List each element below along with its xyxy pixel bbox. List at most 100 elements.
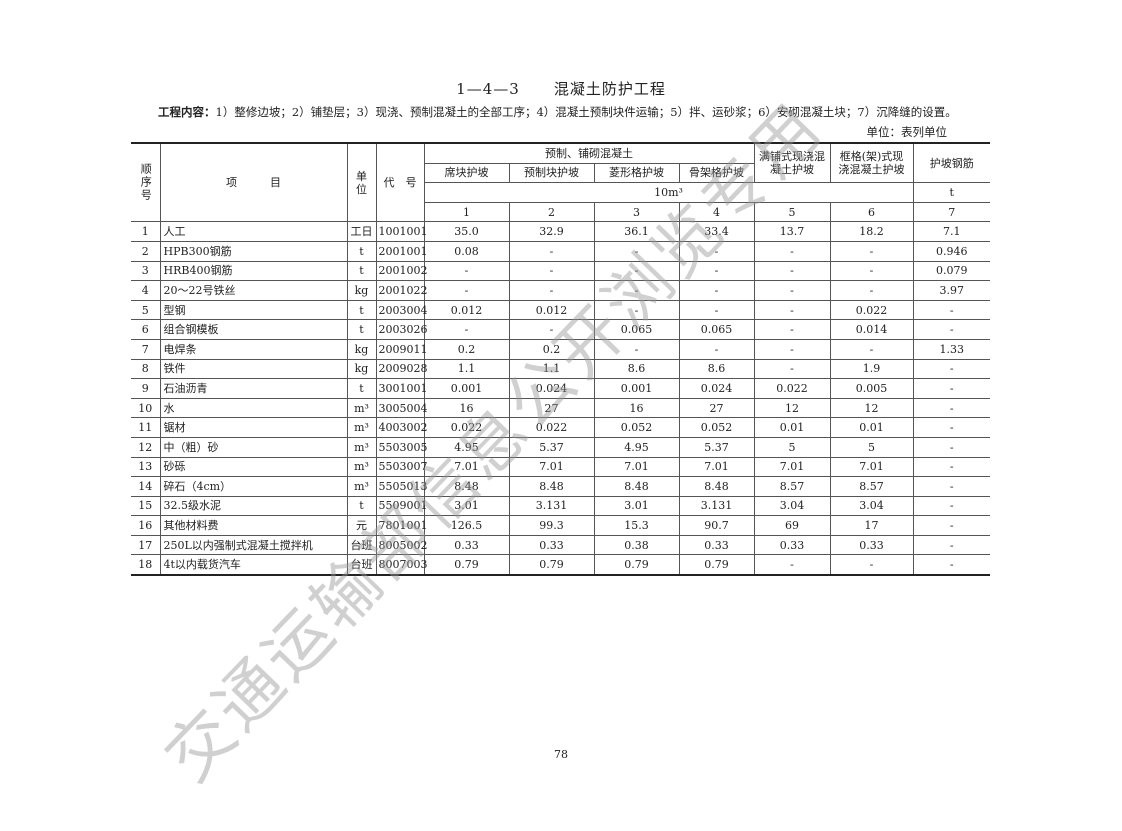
column-number: 4: [678, 201, 755, 223]
column-number: 2: [508, 201, 595, 223]
row-code: 5509001: [375, 495, 428, 517]
row-seq: 7: [131, 338, 161, 360]
row-value-col-7: -: [912, 378, 990, 399]
table-row: 6 组合钢模板 t 2003026- -0.065 0.065-0.014-: [131, 319, 990, 340]
row-value-col-1: 0.08: [423, 240, 510, 262]
row-value-col-3: 0.001: [593, 378, 680, 399]
row-value-col-3: -: [593, 260, 680, 282]
row-unit: t: [346, 299, 377, 321]
row-seq: 18: [131, 554, 161, 576]
row-value-col-5: 12: [753, 397, 831, 419]
row-value-col-2: 32.9: [508, 221, 595, 242]
table-row: 10 水 m³ 3005004 16 27 16 27 12 12-: [131, 397, 990, 419]
work-content-label: 工程内容：: [158, 105, 216, 119]
row-value-col-6: -: [829, 280, 914, 301]
row-seq: 1: [131, 221, 161, 242]
row-value-col-5: -: [753, 319, 831, 340]
table-row: 7 电焊条 kg 2009011 0.2 0.2- - - -1.33: [131, 338, 990, 360]
row-item: 组合钢模板: [159, 319, 348, 340]
column-number: 3: [593, 201, 680, 223]
row-value-col-1: -: [423, 319, 510, 340]
row-value-col-2: 0.33: [508, 534, 595, 556]
row-value-col-7: -: [912, 397, 990, 419]
column-number: 5: [753, 201, 831, 223]
row-code: 2001001: [375, 240, 428, 262]
row-value-col-4: 90.7: [678, 515, 755, 536]
row-value-col-6: 1.9: [829, 358, 914, 380]
row-value-col-2: -: [508, 319, 595, 340]
row-value-col-4: 0.065: [678, 319, 755, 340]
row-code: 3005004: [375, 397, 428, 419]
row-value-col-4: -: [678, 280, 755, 301]
row-value-col-2: 3.131: [508, 495, 595, 517]
header-col-1: 席块护坡: [424, 162, 510, 184]
row-unit: m³: [346, 476, 377, 497]
row-seq: 12: [131, 436, 161, 458]
row-unit: m³: [346, 436, 377, 458]
row-value-col-5: 5: [753, 436, 831, 458]
header-item: 项 目: [159, 142, 348, 223]
row-code: 5505013: [375, 476, 428, 497]
row-value-col-1: -: [423, 260, 510, 282]
row-value-col-1: 3.01: [423, 495, 510, 517]
header-group-precast: 预制、铺砌混凝土: [423, 142, 755, 164]
header-seq: 顺序号: [131, 142, 161, 223]
row-value-col-6: 8.57: [829, 476, 914, 497]
row-unit: m³: [346, 417, 377, 438]
table-row: 13 砂砾 m³ 5503007 7.01 7.01 7.01 7.01 7.01 7.01-: [131, 456, 990, 478]
row-value-col-5: -: [753, 280, 831, 301]
row-seq: 11: [131, 417, 161, 438]
row-seq: 13: [131, 456, 161, 478]
row-value-col-6: 12: [829, 397, 914, 419]
row-value-col-7: 7.1: [912, 221, 990, 242]
row-value-col-5: 13.7: [753, 221, 831, 242]
header-unit-10m3: 10m³: [424, 182, 914, 203]
row-item: 石油沥青: [159, 378, 348, 399]
row-value-col-3: 8.48: [593, 476, 680, 497]
row-value-col-2: 0.2: [508, 338, 595, 360]
row-value-col-7: -: [912, 319, 990, 340]
row-value-col-6: 18.2: [829, 221, 914, 242]
row-code: 1001001: [375, 221, 428, 242]
row-value-col-6: -: [829, 240, 914, 262]
row-item: 砂砾: [159, 456, 348, 478]
row-value-col-3: -: [593, 280, 680, 301]
row-value-col-6: 7.01: [829, 456, 914, 478]
row-unit: m³: [346, 456, 377, 478]
row-value-col-4: -: [678, 260, 755, 282]
work-content: 工程内容：1）整修边坡；2）铺垫层；3）现浇、预制混凝土的全部工序；4）混凝土预…: [158, 104, 957, 120]
row-value-col-4: 27: [678, 397, 755, 419]
section-number: 1—4—3: [456, 80, 520, 98]
row-value-col-5: -: [753, 554, 831, 576]
row-value-col-2: 0.024: [508, 378, 595, 399]
row-value-col-2: -: [508, 260, 595, 282]
section-title: 混凝土防护工程: [553, 80, 666, 98]
table-row: 9 石油沥青 t 3001001 0.001 0.024 0.001 0.024 0.022 0.…: [131, 378, 990, 399]
row-value-col-3: -: [593, 240, 680, 262]
row-value-col-4: 0.052: [678, 417, 755, 438]
row-code: 5503007: [375, 456, 428, 478]
table-row: 17 250L以内强制式混凝土搅拌机 台班 8005002 0.33 0.33 0.38 0.…: [131, 534, 990, 556]
row-value-col-5: 3.04: [753, 495, 831, 517]
row-value-col-3: 4.95: [593, 436, 680, 458]
row-value-col-1: 0.001: [423, 378, 510, 399]
row-value-col-7: -: [912, 358, 990, 380]
table-row: 4 20～22号铁丝 kg 2001022- - - - - -3.97: [131, 280, 990, 301]
row-value-col-6: -: [829, 338, 914, 360]
row-value-col-1: 16: [423, 397, 510, 419]
header-code: 代 号: [375, 142, 425, 223]
row-value-col-1: 35.0: [423, 221, 510, 242]
row-value-col-6: 5: [829, 436, 914, 458]
row-value-col-5: -: [753, 240, 831, 262]
row-seq: 6: [131, 319, 161, 340]
row-value-col-7: -: [912, 515, 990, 536]
row-value-col-1: 0.2: [423, 338, 510, 360]
row-value-col-5: -: [753, 260, 831, 282]
row-code: 2003004: [375, 299, 428, 321]
row-value-col-5: 7.01: [753, 456, 831, 478]
row-code: 2003026: [375, 319, 428, 340]
row-unit: t: [346, 495, 377, 517]
row-seq: 15: [131, 495, 161, 517]
row-code: 5503005: [375, 436, 428, 458]
row-value-col-7: 1.33: [912, 338, 990, 360]
